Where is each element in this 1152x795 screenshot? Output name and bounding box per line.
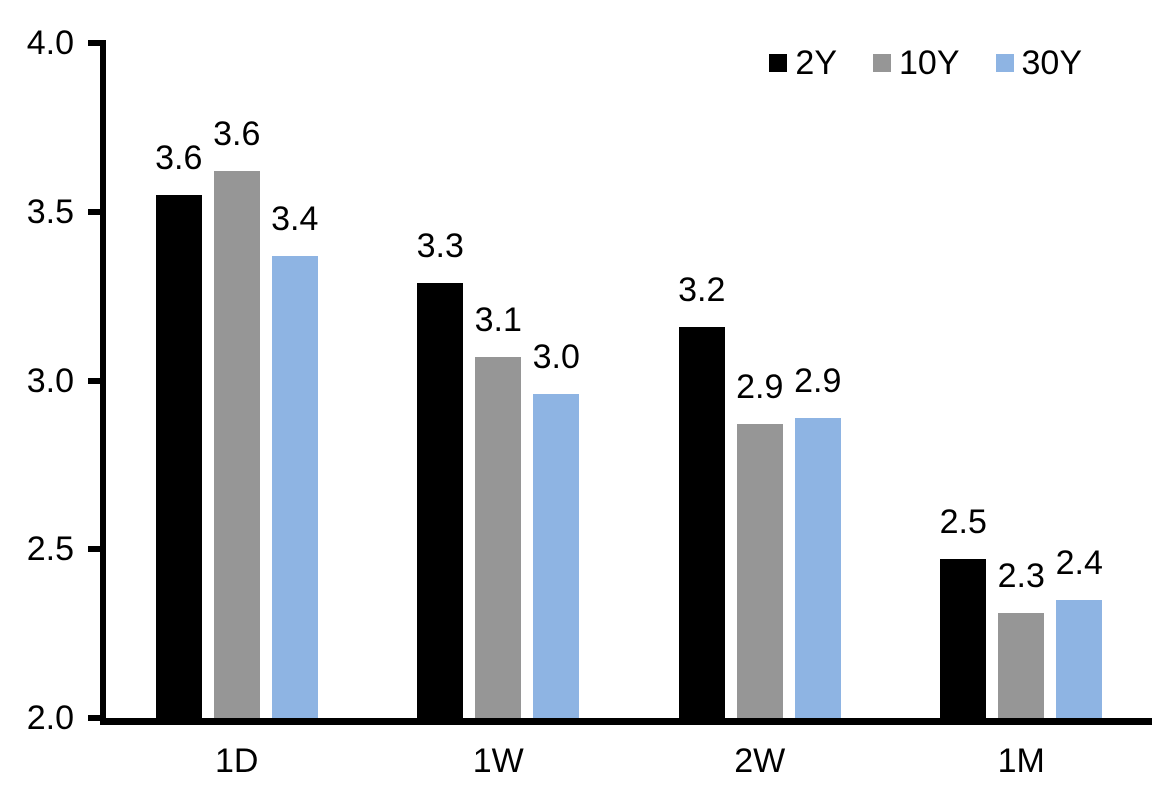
bar-group-1m: 2.5 2.3 2.4 [891, 43, 1152, 718]
y-tick-mark [88, 40, 106, 46]
x-axis-line [100, 718, 1152, 725]
bar-value-label: 2.5 [939, 503, 987, 542]
bar-value-label: 3.4 [271, 199, 319, 238]
legend-swatch-icon [769, 54, 788, 72]
bar-30y-2w: 2.9 [794, 364, 841, 718]
bar-10y-1w: 3.1 [475, 303, 522, 718]
bar-10y-1d: 3.6 [213, 117, 260, 718]
bar-value-label: 3.6 [155, 138, 203, 177]
plot-area: 3.6 3.6 3.4 3.3 3.1 3.0 3.2 2.9 2.9 2.5 2.3 2.4 [106, 43, 1152, 718]
bar-group-1w: 3.3 3.1 3.0 [368, 43, 630, 718]
bar-value-label: 2.9 [794, 361, 842, 400]
y-tick-label: 4.0 [26, 24, 74, 62]
bar-value-label: 3.2 [678, 270, 726, 309]
bar-10y-1m: 2.3 [998, 559, 1045, 718]
bar-30y-1w: 3.0 [533, 340, 580, 718]
y-tick-mark [88, 377, 106, 384]
bar-value-label: 2.3 [997, 557, 1045, 596]
legend-item-30y: 30Y [995, 44, 1083, 82]
bar-2y-1d: 3.6 [155, 141, 202, 718]
bar-10y-2w: 2.9 [736, 370, 783, 718]
bar-2y-2w: 3.2 [678, 273, 725, 718]
bar-2y-1w: 3.3 [417, 229, 464, 718]
y-tick-label: 3.5 [26, 192, 74, 231]
legend-item-10y: 10Y [873, 46, 960, 80]
bar-value-label: 3.0 [532, 338, 580, 376]
bar-group-1d: 3.6 3.6 3.4 [106, 43, 368, 718]
bar-value-label: 2.9 [736, 368, 784, 407]
x-category-label-1d: 1D [215, 742, 259, 780]
x-axis-labels: 1D 1W 2W 1M [106, 744, 1152, 788]
legend-swatch-icon [873, 54, 891, 72]
y-tick-mark [88, 208, 106, 215]
bar-value-label: 2.4 [1055, 543, 1103, 582]
bar-value-label: 3.6 [213, 115, 261, 154]
bar-value-label: 3.3 [416, 226, 464, 265]
bar-2y-1m: 2.5 [940, 505, 987, 718]
y-tick-mark [88, 546, 106, 553]
chart-legend: 2Y 10Y 30Y [769, 46, 1082, 80]
legend-label: 2Y [795, 44, 837, 82]
y-tick-label: 2.5 [26, 530, 74, 569]
y-tick-mark [88, 715, 106, 721]
y-tick-label: 2.0 [26, 699, 74, 737]
legend-label: 10Y [899, 44, 960, 82]
bar-group-2w: 3.2 2.9 2.9 [629, 43, 891, 718]
y-tick-label: 3.0 [26, 361, 74, 400]
legend-label: 30Y [1021, 44, 1083, 82]
legend-item-2y: 2Y [769, 46, 837, 80]
x-category-label-1w: 1W [472, 742, 524, 780]
bar-value-label: 3.1 [474, 300, 522, 339]
x-category-label-2w: 2W [734, 742, 786, 780]
legend-swatch-icon [995, 54, 1014, 72]
bar-30y-1d: 3.4 [271, 202, 318, 718]
x-category-label-1m: 1M [997, 742, 1045, 780]
bar-30y-1m: 2.4 [1056, 546, 1103, 718]
